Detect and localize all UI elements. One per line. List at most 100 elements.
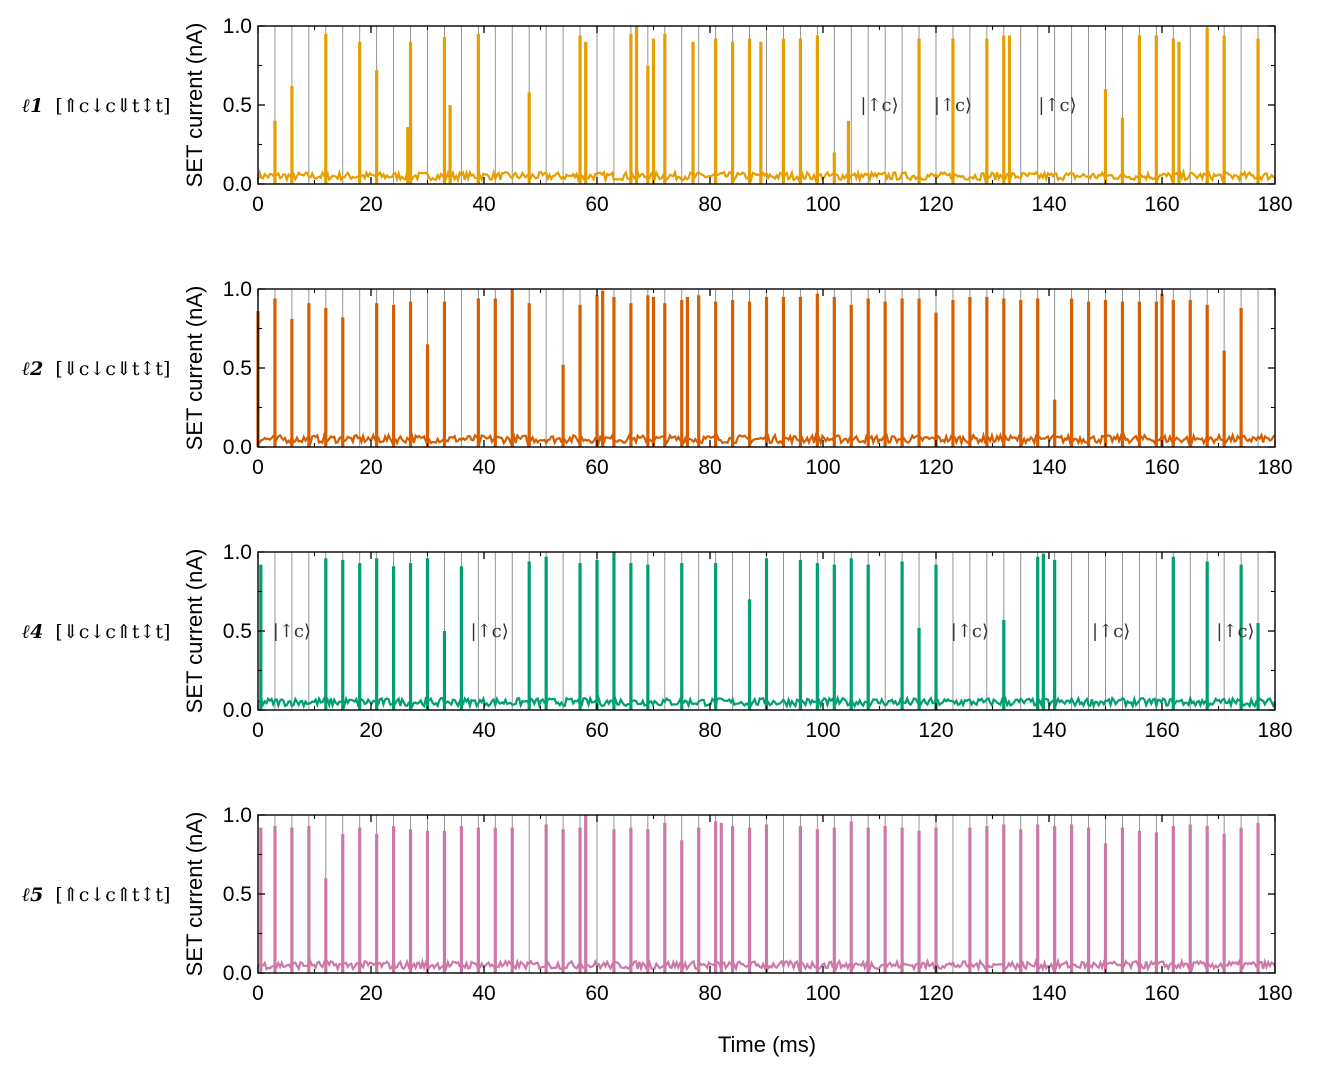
- current-spike: [1160, 293, 1164, 447]
- current-spike: [1002, 619, 1006, 710]
- current-spike: [634, 26, 639, 184]
- current-spike: [1205, 27, 1209, 184]
- current-spike: [1036, 298, 1040, 447]
- current-spike: [747, 301, 752, 447]
- y-tick-label: 0.0: [223, 962, 252, 985]
- x-tick-label: 100: [805, 982, 840, 1005]
- current-spike: [731, 826, 735, 973]
- current-spike: [951, 300, 955, 447]
- current-spike: [307, 303, 311, 447]
- current-spike: [1239, 307, 1243, 447]
- current-spike: [1256, 822, 1260, 973]
- y-tick-label: 0.0: [223, 173, 252, 196]
- x-tick-label: 180: [1257, 982, 1292, 1005]
- current-spike: [1171, 300, 1175, 447]
- current-spike: [448, 105, 452, 184]
- x-tick-label: 180: [1257, 193, 1292, 216]
- current-spike: [759, 41, 763, 184]
- x-tick-label: 60: [585, 982, 608, 1005]
- x-tick-label: 80: [698, 982, 721, 1005]
- x-tick-label: 40: [472, 193, 495, 216]
- current-spike: [646, 829, 650, 973]
- current-spike: [1120, 117, 1125, 184]
- current-spike: [798, 296, 802, 447]
- current-spike: [459, 566, 463, 710]
- current-spike: [1239, 564, 1243, 710]
- current-spike: [934, 564, 938, 710]
- current-spike: [719, 822, 723, 973]
- x-tick-label: 120: [918, 982, 953, 1005]
- current-spike: [832, 296, 836, 447]
- current-spike: [1205, 561, 1209, 710]
- current-spike: [866, 827, 870, 973]
- current-spike: [493, 298, 497, 447]
- current-spike: [1154, 301, 1158, 447]
- current-spike: [612, 829, 616, 973]
- current-spike: [578, 563, 582, 710]
- current-spike: [1154, 35, 1158, 185]
- x-tick-label: 180: [1257, 456, 1292, 479]
- x-tick-label: 60: [585, 456, 608, 479]
- current-spike: [747, 599, 752, 710]
- current-spike: [917, 298, 921, 447]
- current-spike: [917, 627, 921, 710]
- current-spike: [646, 295, 650, 447]
- current-spike: [900, 827, 904, 973]
- current-spike: [680, 300, 684, 447]
- y-tick-label: 1.0: [223, 804, 252, 827]
- current-spike: [1053, 559, 1057, 710]
- panel-2: ℓ2 [⇓c↓c⇓t↕t] 0.0 0.5 1.0 0 20 40 60 80 100 120 14…: [22, 278, 1293, 479]
- current-spike: [1137, 301, 1141, 447]
- current-spike: [1002, 298, 1006, 447]
- current-spike: [1070, 298, 1074, 447]
- current-spike: [815, 563, 819, 710]
- current-spike: [866, 564, 870, 710]
- current-spike: [595, 295, 599, 447]
- current-spike: [1205, 304, 1209, 447]
- state-annotation: |↑c⟩: [1216, 621, 1254, 642]
- current-spike: [629, 303, 633, 447]
- current-spike: [527, 561, 531, 710]
- current-spike: [341, 559, 345, 710]
- current-spike: [1222, 35, 1226, 185]
- x-tick-label: 0: [252, 982, 264, 1005]
- current-spike: [273, 120, 277, 184]
- current-spike: [1007, 35, 1012, 185]
- current-spike: [883, 301, 887, 447]
- current-spike: [798, 559, 802, 710]
- current-spike: [900, 298, 904, 447]
- y-axis-title: SET current (nA): [182, 812, 207, 977]
- current-spike: [324, 307, 328, 447]
- current-spike: [1177, 41, 1181, 184]
- current-spike: [1120, 301, 1125, 447]
- current-spike: [985, 38, 989, 184]
- current-spike: [375, 70, 379, 184]
- current-spike: [476, 33, 480, 185]
- x-tick-label: 160: [1144, 456, 1179, 479]
- current-spike: [324, 558, 328, 710]
- current-spike: [934, 827, 938, 973]
- state-annotation: |↑c⟩: [273, 621, 311, 642]
- x-tick-label: 40: [472, 719, 495, 742]
- current-spike: [1171, 38, 1175, 184]
- current-spike: [629, 827, 633, 973]
- current-spike: [714, 821, 718, 973]
- current-spike: [663, 822, 667, 973]
- current-spike: [273, 826, 277, 973]
- current-spike: [375, 303, 379, 447]
- current-spike: [985, 826, 989, 973]
- current-spike: [685, 296, 689, 447]
- current-spike: [1256, 623, 1260, 710]
- current-spike: [425, 344, 430, 447]
- x-tick-label: 80: [698, 456, 721, 479]
- y-tick-label: 0.5: [223, 620, 252, 643]
- current-spike: [442, 830, 447, 973]
- current-spike: [1041, 553, 1045, 710]
- x-tick-label: 80: [698, 193, 721, 216]
- current-spike: [629, 563, 633, 710]
- x-tick-label: 160: [1144, 193, 1179, 216]
- x-tick-label: 140: [1031, 456, 1066, 479]
- current-spike: [917, 830, 921, 973]
- current-spike: [691, 41, 695, 184]
- current-spike: [510, 289, 514, 447]
